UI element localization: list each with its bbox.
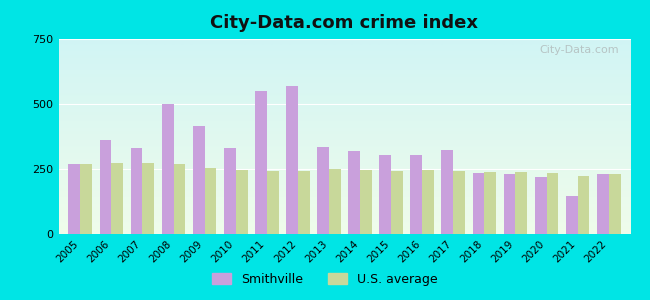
Bar — [131, 148, 142, 234]
Bar — [360, 170, 372, 234]
Bar — [391, 171, 403, 234]
Bar — [80, 164, 92, 234]
Bar — [597, 174, 609, 234]
Bar — [99, 140, 111, 234]
Bar — [111, 163, 123, 234]
Bar — [255, 91, 266, 234]
Bar — [453, 171, 465, 234]
Bar — [473, 173, 484, 234]
Bar — [205, 168, 216, 234]
Bar — [298, 171, 309, 234]
Bar — [162, 104, 174, 234]
Bar — [504, 174, 515, 234]
Bar — [224, 148, 236, 234]
Bar — [348, 151, 360, 234]
Bar — [329, 169, 341, 234]
Bar — [441, 149, 453, 234]
Bar — [317, 147, 329, 234]
Title: City-Data.com crime index: City-Data.com crime index — [211, 14, 478, 32]
Bar — [286, 86, 298, 234]
Bar — [174, 164, 185, 234]
Bar — [484, 172, 496, 234]
Bar — [266, 171, 279, 234]
Bar — [515, 172, 527, 234]
Bar — [422, 169, 434, 234]
Bar — [410, 155, 422, 234]
Legend: Smithville, U.S. average: Smithville, U.S. average — [207, 268, 443, 291]
Bar — [380, 155, 391, 234]
Bar — [609, 174, 621, 234]
Bar — [547, 173, 558, 234]
Bar — [68, 164, 80, 234]
Bar — [566, 196, 578, 234]
Bar — [578, 176, 590, 234]
Bar — [535, 177, 547, 234]
Bar — [236, 170, 248, 234]
Bar — [142, 163, 154, 234]
Text: City-Data.com: City-Data.com — [540, 45, 619, 55]
Bar — [193, 126, 205, 234]
